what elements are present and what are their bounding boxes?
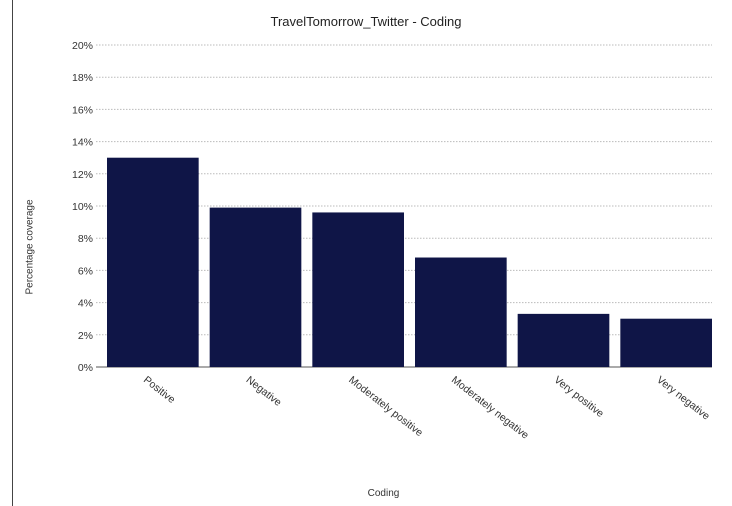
y-tick-label: 4%	[78, 298, 93, 310]
x-tick-label: Moderately positive	[346, 374, 425, 439]
y-tick-label: 20%	[72, 40, 93, 52]
y-tick-label: 14%	[72, 137, 93, 149]
bar	[209, 207, 302, 367]
y-tick-label: 6%	[78, 265, 93, 277]
x-tick-label: Very positive	[552, 374, 606, 420]
chart-frame	[12, 0, 729, 506]
x-tick-label: Moderately negative	[449, 374, 531, 442]
bar	[107, 157, 199, 367]
bar	[620, 318, 712, 367]
bar	[517, 313, 610, 367]
bar	[312, 212, 404, 367]
x-tick-label: Negative	[244, 374, 284, 409]
x-tick-label: Positive	[141, 374, 177, 406]
y-tick-label: 16%	[72, 104, 93, 116]
bar	[415, 257, 507, 367]
y-tick-label: 8%	[78, 233, 93, 245]
x-tick-label: Very negative	[654, 374, 712, 423]
y-tick-label: 2%	[78, 330, 93, 342]
y-tick-label: 0%	[78, 362, 93, 374]
y-tick-label: 12%	[72, 169, 93, 181]
y-tick-label: 18%	[72, 72, 93, 84]
x-axis-label: Coding	[367, 488, 400, 499]
y-tick-label: 10%	[72, 201, 93, 213]
chart-title: TravelTomorrow_Twitter - Coding	[270, 14, 462, 29]
